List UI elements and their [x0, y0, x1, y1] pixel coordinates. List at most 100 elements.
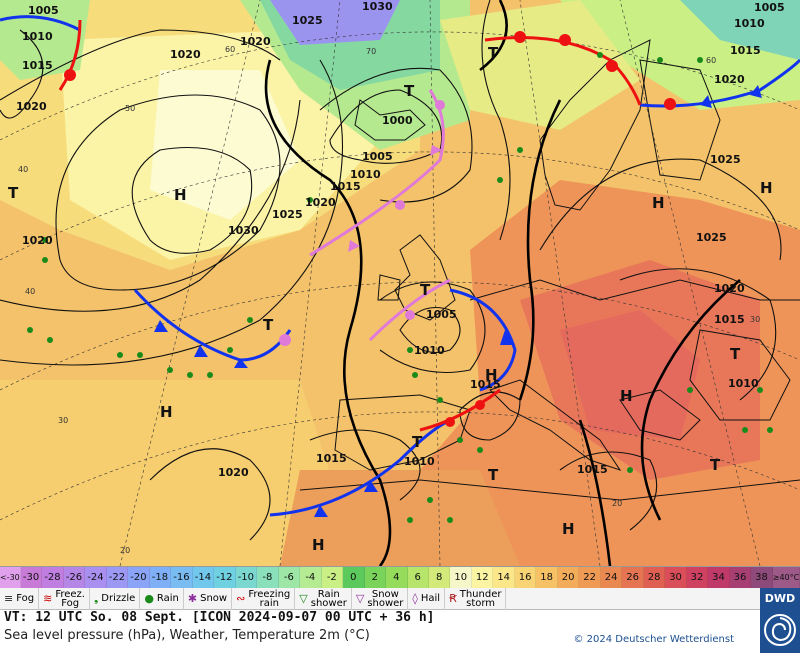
svg-text:40: 40 [25, 287, 35, 296]
svg-text:70: 70 [366, 47, 376, 56]
legend-item: ▽ Snow shower [352, 587, 409, 610]
isobar-label: 1025 [292, 14, 323, 27]
scale-cell: -14 [192, 567, 215, 588]
legend-label: Drizzle [101, 593, 136, 604]
svg-text:30: 30 [750, 315, 760, 324]
scale-cell: 34 [708, 567, 730, 588]
isobar-label: 1015 [714, 313, 745, 326]
legend-item: ● Rain [140, 587, 184, 610]
dwd-logo: DWD [760, 588, 800, 653]
svg-text:H: H [485, 366, 498, 384]
temperature-color-scale: < -30 -30 -28 -26 -24 -22 -20 -18 -16 -14 -12 -10 -8-… [0, 566, 800, 588]
scale-cell: -2 [321, 567, 344, 588]
scale-cell: -16 [171, 567, 193, 588]
svg-text:H: H [760, 179, 773, 197]
isobar-label: 1010 [728, 377, 759, 390]
weather-map: 1005 1010 1015 1020 1020 1020 1025 1030 … [0, 0, 800, 566]
svg-text:H: H [652, 194, 665, 212]
legend-label: Rain shower [310, 588, 347, 609]
svg-text:H: H [562, 520, 575, 538]
legend-label: Freezing rain [248, 588, 291, 609]
scale-cell: -26 [63, 567, 86, 588]
isobar-label: 1005 [362, 150, 393, 163]
scale-cell: 30 [665, 567, 687, 588]
scale-cell: -10 [235, 567, 258, 588]
isobar-labels: 1005 1010 1015 1020 1020 1020 1025 1030 … [16, 0, 785, 479]
isobar-label: 1015 [730, 44, 761, 57]
svg-text:40: 40 [18, 165, 28, 174]
scale-cell: 36 [729, 567, 752, 588]
scale-cell: 22 [579, 567, 601, 588]
legend-item: ▽ Rain shower [295, 587, 352, 610]
legend-item: ≡ Fog [0, 587, 40, 610]
svg-text:T: T [420, 281, 431, 299]
fog-icon: ≡ [4, 592, 14, 605]
isobar-label: 1000 [382, 114, 413, 127]
scale-cell: -8 [257, 567, 279, 588]
svg-text:T: T [710, 456, 721, 474]
weather-legend: ≡ Fog ≋ Freez. Fog ❟ Drizzle ● Rain ✱ Snow ∾ Freezin… [0, 587, 760, 610]
isobar-label: 1010 [22, 30, 53, 43]
legend-item: ∾ Freezing rain [232, 587, 296, 610]
dwd-spiral-icon [764, 614, 796, 646]
legend-item: Ꞧ Thunder storm [445, 587, 507, 610]
scale-cell: 32 [686, 567, 709, 588]
isobar-label: 1015 [316, 452, 347, 465]
scale-high-end: ≥40 °C [772, 567, 800, 588]
legend-label: Rain [156, 593, 179, 604]
isobar-label: 1020 [16, 100, 47, 113]
isobar-label: 1015 [330, 180, 361, 193]
troughs [264, 0, 741, 566]
isobar-label: 1020 [714, 73, 745, 86]
isobar-label: 1005 [28, 4, 59, 17]
svg-text:T: T [263, 316, 274, 334]
graticule [0, 0, 800, 566]
legend-label: Snow shower [367, 588, 404, 609]
scale-cell: -20 [128, 567, 150, 588]
svg-text:T: T [730, 345, 741, 363]
hail-icon: ◊ [412, 592, 418, 605]
isobar-label: 1010 [414, 344, 445, 357]
legend-label: Fog [16, 593, 35, 604]
snow-icon: ✱ [187, 592, 198, 605]
scale-cell: 0 [343, 567, 365, 588]
isobar-label: 1015 [22, 59, 53, 72]
scale-cell: 12 [471, 567, 494, 588]
isobar-label: 1020 [240, 35, 271, 48]
isobar-label: 1020 [218, 466, 249, 479]
scale-cell: 20 [557, 567, 580, 588]
svg-text:H: H [174, 186, 187, 204]
front-markers [64, 31, 762, 517]
svg-text:T: T [412, 433, 423, 451]
legend-label: Freez. Fog [55, 588, 85, 609]
rain-icon: ● [144, 592, 154, 605]
scale-cell: 24 [600, 567, 623, 588]
isobar-label: 1020 [305, 196, 336, 209]
svg-text:50: 50 [125, 104, 135, 113]
isobar-label: 1025 [696, 231, 727, 244]
scale-cell: 4 [386, 567, 408, 588]
scale-cell: 8 [428, 567, 451, 588]
legend-item: ✱ Snow [184, 587, 233, 610]
legend-item: ❟ Drizzle [90, 587, 141, 610]
legend-item: ≋ Freez. Fog [39, 587, 90, 610]
svg-text:30: 30 [58, 416, 68, 425]
freezing-rain-icon: ∾ [236, 592, 246, 605]
scale-cell: -30 [20, 567, 43, 588]
scale-cell: 38 [751, 567, 773, 588]
legend-label: Snow [200, 593, 228, 604]
svg-text:T: T [488, 44, 499, 62]
pressure-centers: T H T T H H T T H T H H T T T H H [8, 44, 773, 554]
svg-text:60: 60 [706, 56, 716, 65]
scale-cell: -18 [149, 567, 172, 588]
rain-shower-icon: ▽ [299, 592, 308, 605]
isobar-label: 1030 [362, 0, 393, 13]
svg-text:20: 20 [612, 499, 622, 508]
scale-cell: 18 [536, 567, 558, 588]
isobar-label: 1015 [577, 463, 608, 476]
isobar-label: 1025 [272, 208, 303, 221]
copyright: © 2024 Deutscher Wetterdienst [573, 634, 734, 645]
thunderstorm-icon: Ꞧ [449, 592, 457, 605]
svg-text:H: H [620, 387, 633, 405]
scale-cell: -4 [300, 567, 322, 588]
